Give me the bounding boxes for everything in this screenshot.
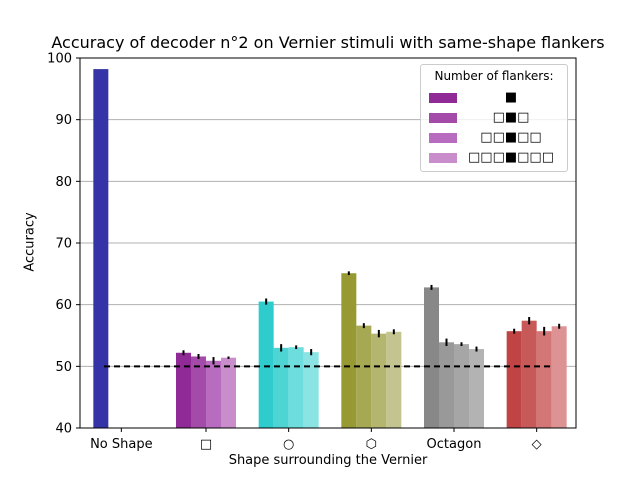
- bar: [206, 360, 221, 428]
- y-tick-label: 60: [55, 298, 72, 313]
- legend-label: □□□■□□□: [468, 150, 554, 165]
- legend-label: □■□: [492, 110, 530, 125]
- x-tick-label: ◇: [532, 437, 542, 452]
- bar: [273, 347, 289, 428]
- bar: [93, 69, 109, 428]
- legend-item: □□□■□□□: [421, 149, 567, 169]
- bar: [191, 356, 206, 428]
- bar: [258, 301, 274, 428]
- bar: [521, 320, 537, 428]
- bar: [176, 352, 191, 428]
- legend-swatch: [429, 133, 457, 143]
- legend-swatch: [429, 153, 457, 163]
- x-tick-label: ○: [283, 437, 294, 452]
- legend-item: ■: [421, 89, 567, 109]
- bar: [439, 342, 454, 428]
- y-tick-label: 80: [55, 175, 72, 190]
- y-tick-label: 50: [55, 360, 72, 375]
- y-tick-label: 70: [55, 237, 72, 252]
- x-tick-label: Octagon: [427, 437, 482, 452]
- legend-label: □□■□□: [480, 130, 542, 145]
- legend-item: □■□: [421, 109, 567, 129]
- bar: [356, 325, 372, 428]
- y-axis-label: Accuracy: [22, 212, 38, 272]
- bar-group: [93, 69, 567, 428]
- y-tick-label: 90: [55, 113, 72, 128]
- bar: [536, 331, 552, 428]
- bar: [221, 357, 236, 428]
- bar: [469, 349, 484, 428]
- legend-label: ■: [504, 90, 518, 105]
- bar: [371, 333, 387, 428]
- bar: [386, 331, 402, 428]
- y-tick-label: 40: [55, 422, 72, 437]
- x-tick-label: □: [200, 437, 212, 452]
- bar: [424, 287, 439, 428]
- x-axis-ticks: No Shape □ ○ ⬡ Octagon ◇: [90, 428, 542, 452]
- x-axis-label: Shape surrounding the Vernier: [228, 453, 428, 468]
- x-tick-label: ⬡: [366, 437, 377, 452]
- legend-swatch: [429, 93, 457, 103]
- bar: [551, 326, 567, 428]
- legend: Number of flankers: ■ □■□ □□■□□ □□□■□□□: [420, 64, 568, 172]
- chart-title: Accuracy of decoder n°2 on Vernier stimu…: [51, 33, 605, 52]
- y-tick-label: 100: [47, 52, 72, 67]
- bar: [288, 347, 304, 428]
- bar: [341, 273, 357, 428]
- y-axis-ticks: 40 50 60 70 80 90 100: [47, 52, 80, 437]
- bar: [454, 344, 469, 428]
- legend-item: □□■□□: [421, 129, 567, 149]
- legend-swatch: [429, 113, 457, 123]
- bar: [506, 331, 522, 428]
- legend-title: Number of flankers:: [434, 69, 554, 83]
- x-tick-label: No Shape: [90, 437, 153, 452]
- bar: [303, 352, 319, 428]
